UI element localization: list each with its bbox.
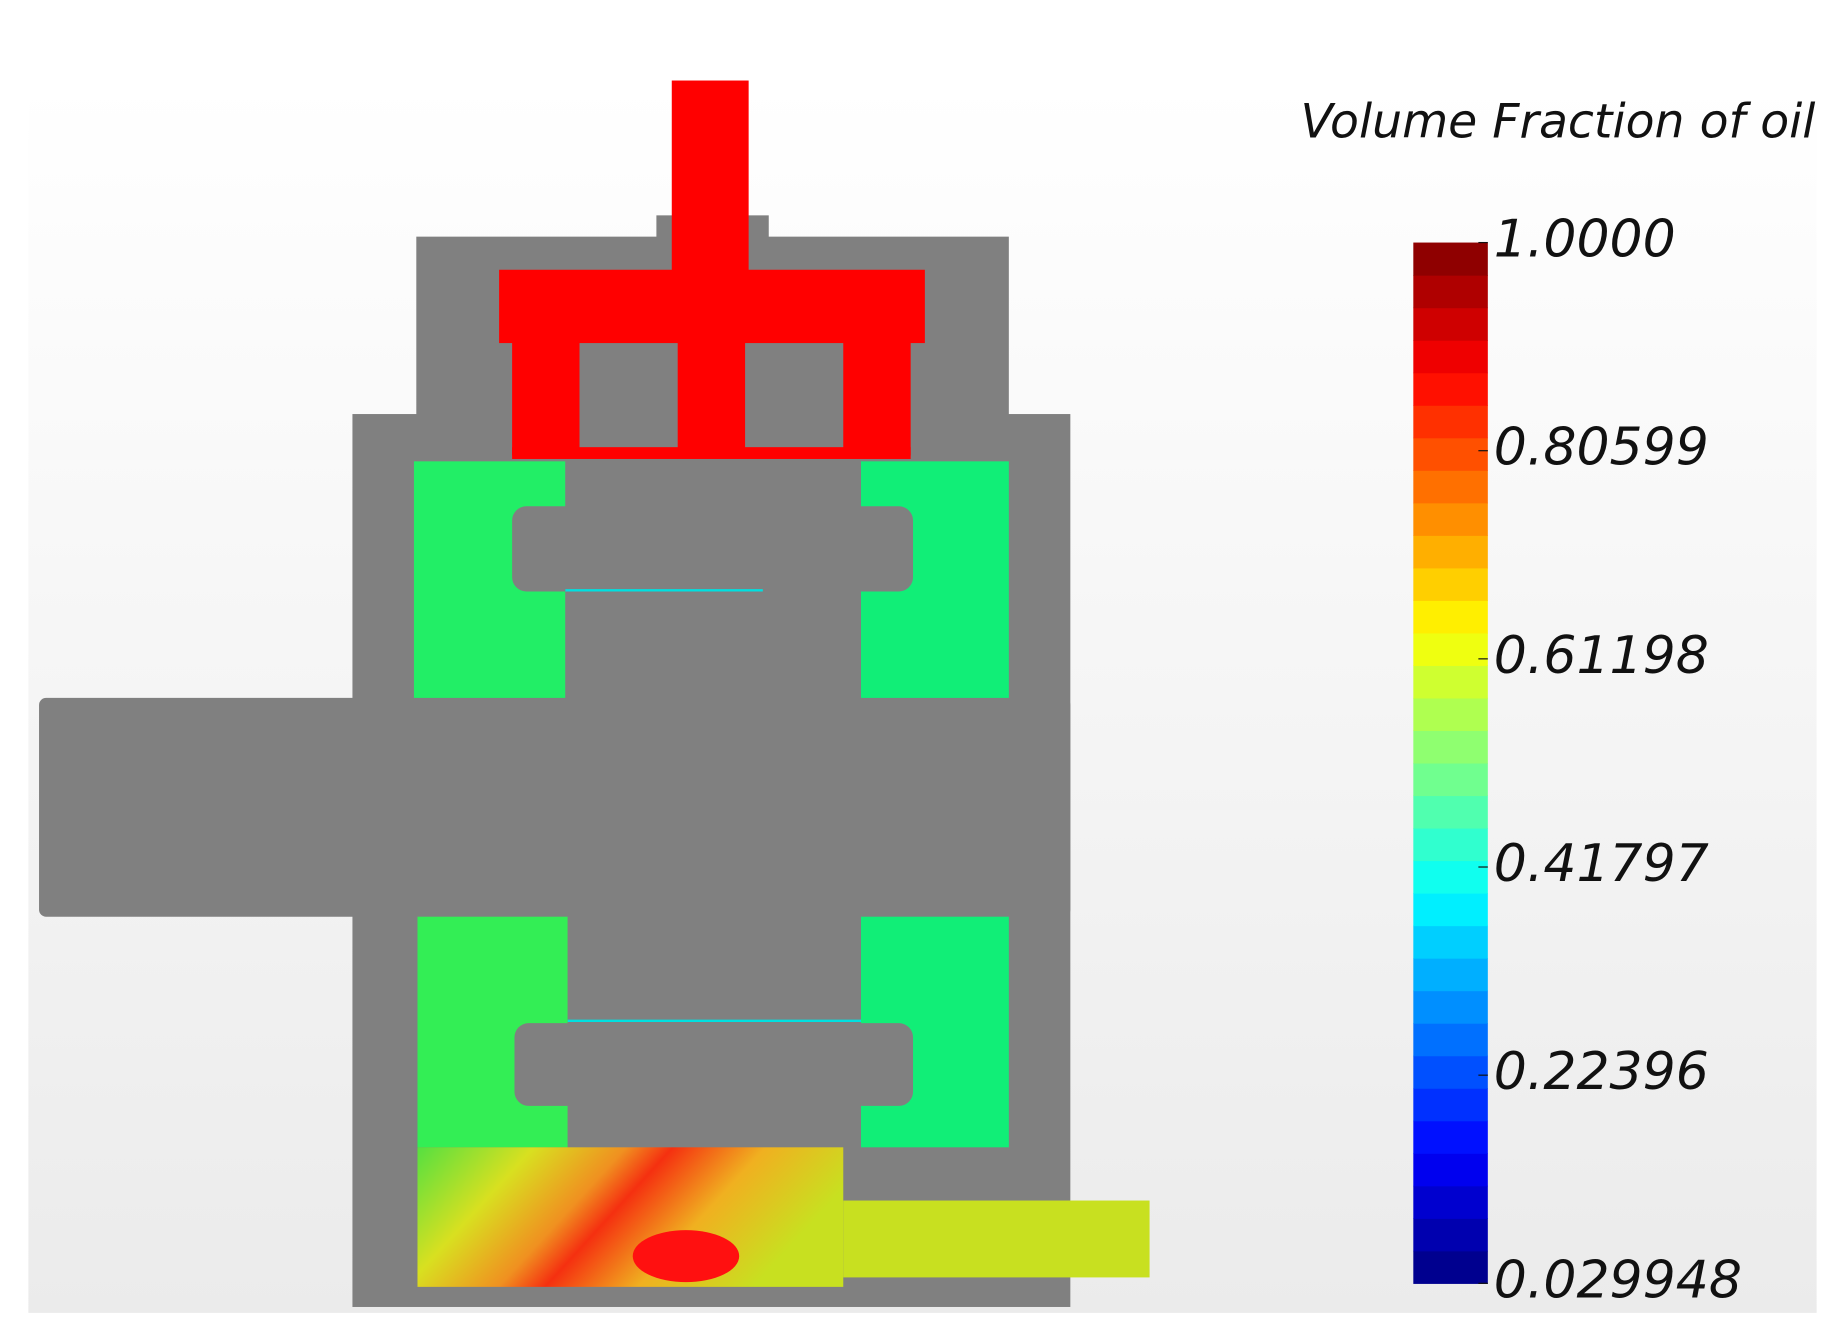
colorbar-band — [1413, 242, 1488, 276]
colorbar-tick-label: 0.41797 — [1494, 834, 1709, 894]
colorbar-band — [1413, 697, 1488, 732]
colorbar-band — [1413, 1023, 1488, 1057]
colorbar-band — [1413, 535, 1488, 569]
colorbar-band — [1413, 730, 1488, 764]
colorbar: 1.0000 0.80599 0.61198 0.41797 0.22396 0.0299… — [1413, 210, 1742, 1310]
colorbar-band — [1413, 567, 1488, 601]
colorbar-band — [1413, 372, 1488, 406]
colorbar-band — [1413, 1250, 1488, 1284]
colorbar-band — [1413, 632, 1488, 666]
colorbar-band — [1413, 470, 1488, 504]
colorbar-title: Volume Fraction of oil — [1300, 94, 1815, 149]
colorbar-band — [1413, 502, 1488, 536]
oil-sump — [417, 1147, 1150, 1287]
colorbar-band — [1413, 990, 1488, 1024]
colorbar-band — [1413, 925, 1488, 959]
colorbar-band — [1413, 1153, 1488, 1187]
colorbar-tick-label: 0.80599 — [1494, 418, 1709, 478]
colorbar-band — [1413, 860, 1488, 894]
colorbar-band — [1413, 762, 1488, 797]
colorbar-band — [1413, 958, 1488, 992]
colorbar-band — [1413, 665, 1488, 699]
colorbar-band — [1413, 893, 1488, 927]
colorbar-band — [1413, 437, 1488, 471]
oil-inlet — [499, 80, 925, 459]
colorbar-band — [1413, 1088, 1488, 1122]
lower-bearing — [417, 916, 1009, 1148]
colorbar-band — [1413, 275, 1488, 309]
colorbar-band — [1413, 600, 1488, 634]
colorbar-tick-label: 1.0000 — [1494, 210, 1676, 270]
colorbar-band — [1413, 1218, 1488, 1252]
colorbar-tick-label: 0.22396 — [1494, 1042, 1709, 1102]
colorbar-band — [1413, 405, 1488, 439]
colorbar-tick-label: 0.61198 — [1494, 626, 1709, 686]
colorbar-band — [1413, 1055, 1488, 1089]
colorbar-band — [1413, 1120, 1488, 1154]
colorbar-band — [1413, 1185, 1488, 1219]
colorbar-band — [1413, 307, 1488, 341]
upper-bearing — [413, 458, 1009, 698]
colorbar-band — [1413, 795, 1488, 829]
colorbar-band — [1413, 340, 1488, 374]
colorbar-tick-label: 0.029948 — [1494, 1250, 1742, 1310]
colorbar-band — [1413, 827, 1488, 862]
